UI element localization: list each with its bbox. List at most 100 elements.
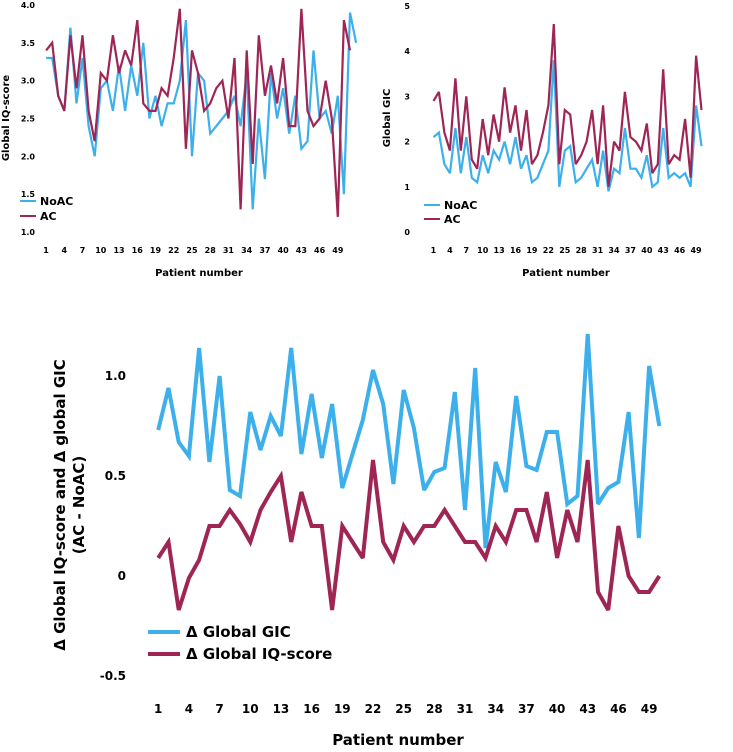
delta-x-tick: 28 xyxy=(426,702,443,716)
gic-legend-label-ac: AC xyxy=(444,213,461,226)
gic-y-tick: 1 xyxy=(404,183,410,192)
delta-x-tick: 16 xyxy=(303,702,320,716)
delta-x-tick: 13 xyxy=(273,702,290,716)
gic-x-tick: 34 xyxy=(608,246,620,255)
gic-x-ticks: 1 4 7 10 13 16 19 22 25 28 31 34 37 40 43 46 49 xyxy=(431,246,702,255)
iq-x-tick: 4 xyxy=(62,246,68,255)
delta-series-line-global-iq-score xyxy=(156,459,661,611)
iq-panel: 1.0 1.5 2.0 2.5 3.0 3.5 4.0 1 4 7 10 13 16 19 22 25 28 3… xyxy=(1,1,358,279)
delta-series xyxy=(156,333,662,611)
gic-x-tick: 7 xyxy=(464,246,470,255)
delta-y-tick: 0 xyxy=(118,569,126,583)
iq-series-line-noac xyxy=(46,12,358,210)
delta-x-tick: 31 xyxy=(457,702,474,716)
gic-x-tick: 28 xyxy=(576,246,588,255)
gic-x-tick: 49 xyxy=(690,246,702,255)
gic-x-tick: 10 xyxy=(477,246,489,255)
gic-y-axis-label: Global GIC xyxy=(382,89,393,148)
delta-y-axis-label-2: (AC - NoAC) xyxy=(70,456,88,554)
iq-x-tick: 46 xyxy=(314,246,326,255)
delta-legend-label-iq: Δ Global IQ-score xyxy=(186,645,332,663)
iq-y-tick: 1.0 xyxy=(21,228,36,237)
delta-x-tick: 49 xyxy=(641,702,658,716)
iq-x-tick: 37 xyxy=(259,246,270,255)
delta-panel: -0.5 0 0.5 1.0 1 4 7 10 13 16 19 22 25 28 31 34 37 40 43 4… xyxy=(51,333,662,749)
delta-series-line-global-gic xyxy=(156,333,662,549)
gic-y-tick: 3 xyxy=(404,92,410,101)
iq-x-tick: 31 xyxy=(223,246,235,255)
delta-x-tick: 10 xyxy=(242,702,259,716)
delta-x-tick: 34 xyxy=(487,702,504,716)
iq-y-tick: 2.0 xyxy=(21,152,36,161)
iq-x-tick: 1 xyxy=(43,246,49,255)
delta-x-tick: 40 xyxy=(549,702,566,716)
iq-series xyxy=(45,8,358,217)
gic-y-tick: 0 xyxy=(404,228,410,237)
gic-x-tick: 13 xyxy=(494,246,505,255)
iq-y-ticks: 1.0 1.5 2.0 2.5 3.0 3.5 4.0 xyxy=(21,1,36,237)
iq-legend: NoAC AC xyxy=(20,195,73,223)
iq-x-tick: 43 xyxy=(296,246,307,255)
iq-x-axis-label: Patient number xyxy=(155,268,243,279)
gic-legend-label-noac: NoAC xyxy=(444,199,477,212)
delta-x-tick: 22 xyxy=(365,702,382,716)
gic-y-ticks: 0 1 2 3 4 5 xyxy=(404,2,410,237)
gic-x-tick: 43 xyxy=(658,246,669,255)
gic-x-tick: 4 xyxy=(447,246,453,255)
iq-x-tick: 7 xyxy=(80,246,86,255)
delta-x-ticks: 1 4 7 10 13 16 19 22 25 28 31 34 37 40 43 46 49 xyxy=(154,702,657,716)
delta-y-tick: 0.5 xyxy=(105,469,126,483)
gic-series-line-ac xyxy=(432,24,703,187)
iq-x-tick: 28 xyxy=(205,246,217,255)
iq-x-tick: 49 xyxy=(332,246,344,255)
iq-y-tick: 2.5 xyxy=(21,115,36,124)
iq-x-tick: 34 xyxy=(241,246,253,255)
delta-legend-label-gic: Δ Global GIC xyxy=(186,623,291,641)
iq-y-axis-label: Global IQ-score xyxy=(1,75,12,162)
gic-x-tick: 31 xyxy=(592,246,604,255)
iq-series-line-ac xyxy=(45,8,352,217)
delta-legend: Δ Global GIC Δ Global IQ-score xyxy=(148,623,332,663)
gic-x-tick: 22 xyxy=(543,246,554,255)
gic-x-tick: 19 xyxy=(526,246,538,255)
iq-x-tick: 10 xyxy=(95,246,107,255)
gic-series xyxy=(432,24,703,192)
iq-y-tick: 3.5 xyxy=(21,39,36,48)
gic-y-tick: 5 xyxy=(404,2,410,11)
gic-legend: NoAC AC xyxy=(424,199,477,226)
iq-y-tick: 4.0 xyxy=(21,1,36,10)
iq-legend-label-noac: NoAC xyxy=(40,195,73,208)
iq-x-tick: 22 xyxy=(168,246,179,255)
gic-x-tick: 1 xyxy=(431,246,437,255)
iq-x-tick: 19 xyxy=(150,246,162,255)
gic-x-tick: 16 xyxy=(510,246,522,255)
iq-x-tick: 25 xyxy=(186,246,198,255)
gic-x-tick: 46 xyxy=(674,246,686,255)
gic-x-tick: 25 xyxy=(559,246,571,255)
delta-y-tick: -0.5 xyxy=(100,669,126,683)
delta-x-tick: 1 xyxy=(154,702,162,716)
gic-y-tick: 2 xyxy=(404,138,410,147)
delta-x-tick: 46 xyxy=(610,702,627,716)
gic-y-tick: 4 xyxy=(404,47,410,56)
iq-x-tick: 16 xyxy=(132,246,144,255)
iq-x-ticks: 1 4 7 10 13 16 19 22 25 28 31 34 37 40 43 46 49 xyxy=(43,246,344,255)
delta-x-tick: 37 xyxy=(518,702,535,716)
delta-y-ticks: -0.5 0 0.5 1.0 xyxy=(100,369,126,683)
iq-x-tick: 13 xyxy=(113,246,124,255)
iq-x-tick: 40 xyxy=(278,246,290,255)
delta-y-tick: 1.0 xyxy=(105,369,126,383)
gic-x-tick: 37 xyxy=(625,246,636,255)
gic-series-line-noac xyxy=(432,60,703,192)
delta-x-tick: 7 xyxy=(215,702,223,716)
delta-x-axis-label: Patient number xyxy=(332,731,464,749)
delta-x-tick: 43 xyxy=(579,702,596,716)
delta-x-tick: 4 xyxy=(185,702,193,716)
iq-y-tick: 1.5 xyxy=(21,190,36,199)
gic-x-tick: 40 xyxy=(641,246,653,255)
iq-y-tick: 3.0 xyxy=(21,77,36,86)
gic-x-axis-label: Patient number xyxy=(522,268,610,279)
iq-legend-label-ac: AC xyxy=(40,210,57,223)
